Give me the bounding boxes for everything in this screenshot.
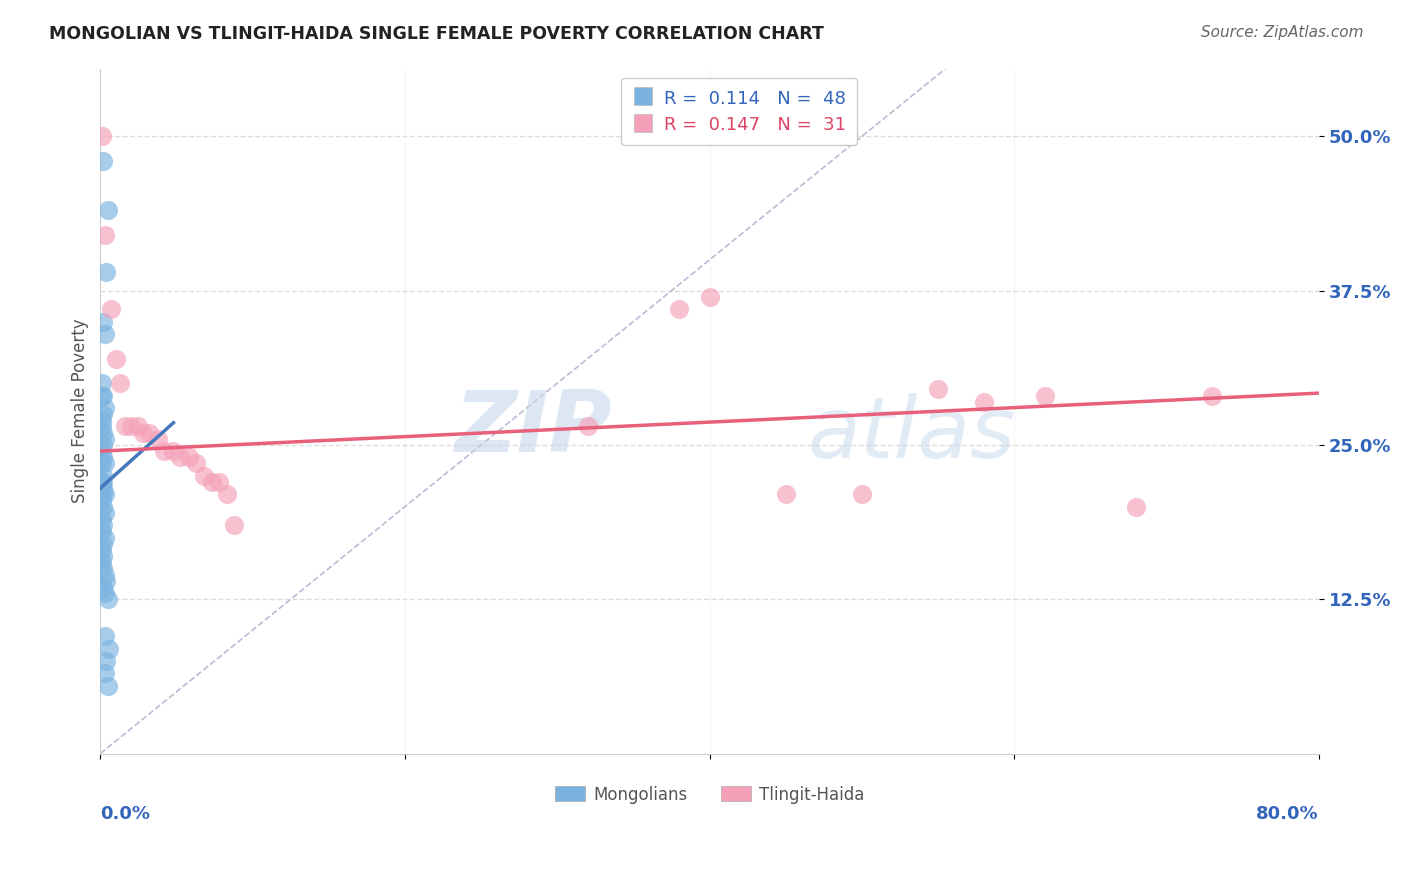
Point xyxy=(93,481,115,495)
Point xyxy=(98,641,121,656)
Point xyxy=(775,487,797,501)
Point xyxy=(927,383,949,397)
Point xyxy=(90,419,112,434)
Point xyxy=(576,419,599,434)
Text: 0.0%: 0.0% xyxy=(100,805,150,823)
Point xyxy=(668,302,690,317)
Point xyxy=(93,487,115,501)
Point xyxy=(97,203,120,218)
Point xyxy=(96,574,118,588)
Point xyxy=(94,567,117,582)
Point xyxy=(93,425,115,440)
Point xyxy=(94,506,117,520)
Point xyxy=(93,580,115,594)
Point xyxy=(90,542,112,557)
Point xyxy=(93,500,115,514)
Point xyxy=(1201,388,1223,402)
Point xyxy=(93,438,115,452)
Point xyxy=(93,450,115,465)
Point xyxy=(94,228,117,243)
Point xyxy=(148,432,170,446)
Point xyxy=(90,481,112,495)
Point xyxy=(120,419,142,434)
Point xyxy=(90,524,112,539)
Point xyxy=(94,629,117,643)
Point xyxy=(90,457,112,471)
Point xyxy=(699,290,721,304)
Point xyxy=(224,518,246,533)
Point xyxy=(177,450,200,465)
Point xyxy=(90,475,112,489)
Text: atlas: atlas xyxy=(807,393,1015,476)
Point xyxy=(153,444,176,458)
Point xyxy=(93,475,115,489)
Y-axis label: Single Female Poverty: Single Female Poverty xyxy=(72,318,89,503)
Point xyxy=(94,401,117,415)
Point xyxy=(193,468,215,483)
Point xyxy=(94,326,117,341)
Point xyxy=(90,129,112,144)
Point xyxy=(90,512,112,526)
Point xyxy=(90,555,112,569)
Point xyxy=(94,586,117,600)
Point xyxy=(94,487,117,501)
Point xyxy=(93,314,115,328)
Text: ZIP: ZIP xyxy=(454,386,612,469)
Point xyxy=(186,457,208,471)
Point xyxy=(208,475,231,489)
Point xyxy=(93,407,115,421)
Point xyxy=(138,425,160,440)
Text: 80.0%: 80.0% xyxy=(1256,805,1319,823)
Point xyxy=(90,444,112,458)
Point xyxy=(104,351,127,366)
Legend: Mongolians, Tlingit-Haida: Mongolians, Tlingit-Haida xyxy=(548,779,872,810)
Point xyxy=(169,450,191,465)
Text: Source: ZipAtlas.com: Source: ZipAtlas.com xyxy=(1201,25,1364,40)
Point xyxy=(93,561,115,575)
Point xyxy=(100,302,122,317)
Point xyxy=(93,537,115,551)
Point xyxy=(127,419,149,434)
Point xyxy=(96,265,118,279)
Point xyxy=(94,531,117,545)
Point xyxy=(851,487,873,501)
Point xyxy=(96,654,118,668)
Point xyxy=(973,394,995,409)
Point xyxy=(94,457,117,471)
Point xyxy=(94,666,117,681)
Text: MONGOLIAN VS TLINGIT-HAIDA SINGLE FEMALE POVERTY CORRELATION CHART: MONGOLIAN VS TLINGIT-HAIDA SINGLE FEMALE… xyxy=(49,25,824,43)
Point xyxy=(108,376,131,391)
Point xyxy=(1033,388,1056,402)
Point xyxy=(132,425,155,440)
Point xyxy=(93,388,115,402)
Point xyxy=(90,376,112,391)
Point xyxy=(94,432,117,446)
Point xyxy=(90,493,112,508)
Point xyxy=(97,679,120,693)
Point xyxy=(93,154,115,169)
Point xyxy=(162,444,184,458)
Point xyxy=(114,419,136,434)
Point xyxy=(200,475,222,489)
Point xyxy=(90,413,112,427)
Point xyxy=(93,549,115,563)
Point xyxy=(1125,500,1147,514)
Point xyxy=(97,592,120,607)
Point xyxy=(215,487,238,501)
Point xyxy=(90,388,112,402)
Point xyxy=(93,468,115,483)
Point xyxy=(93,518,115,533)
